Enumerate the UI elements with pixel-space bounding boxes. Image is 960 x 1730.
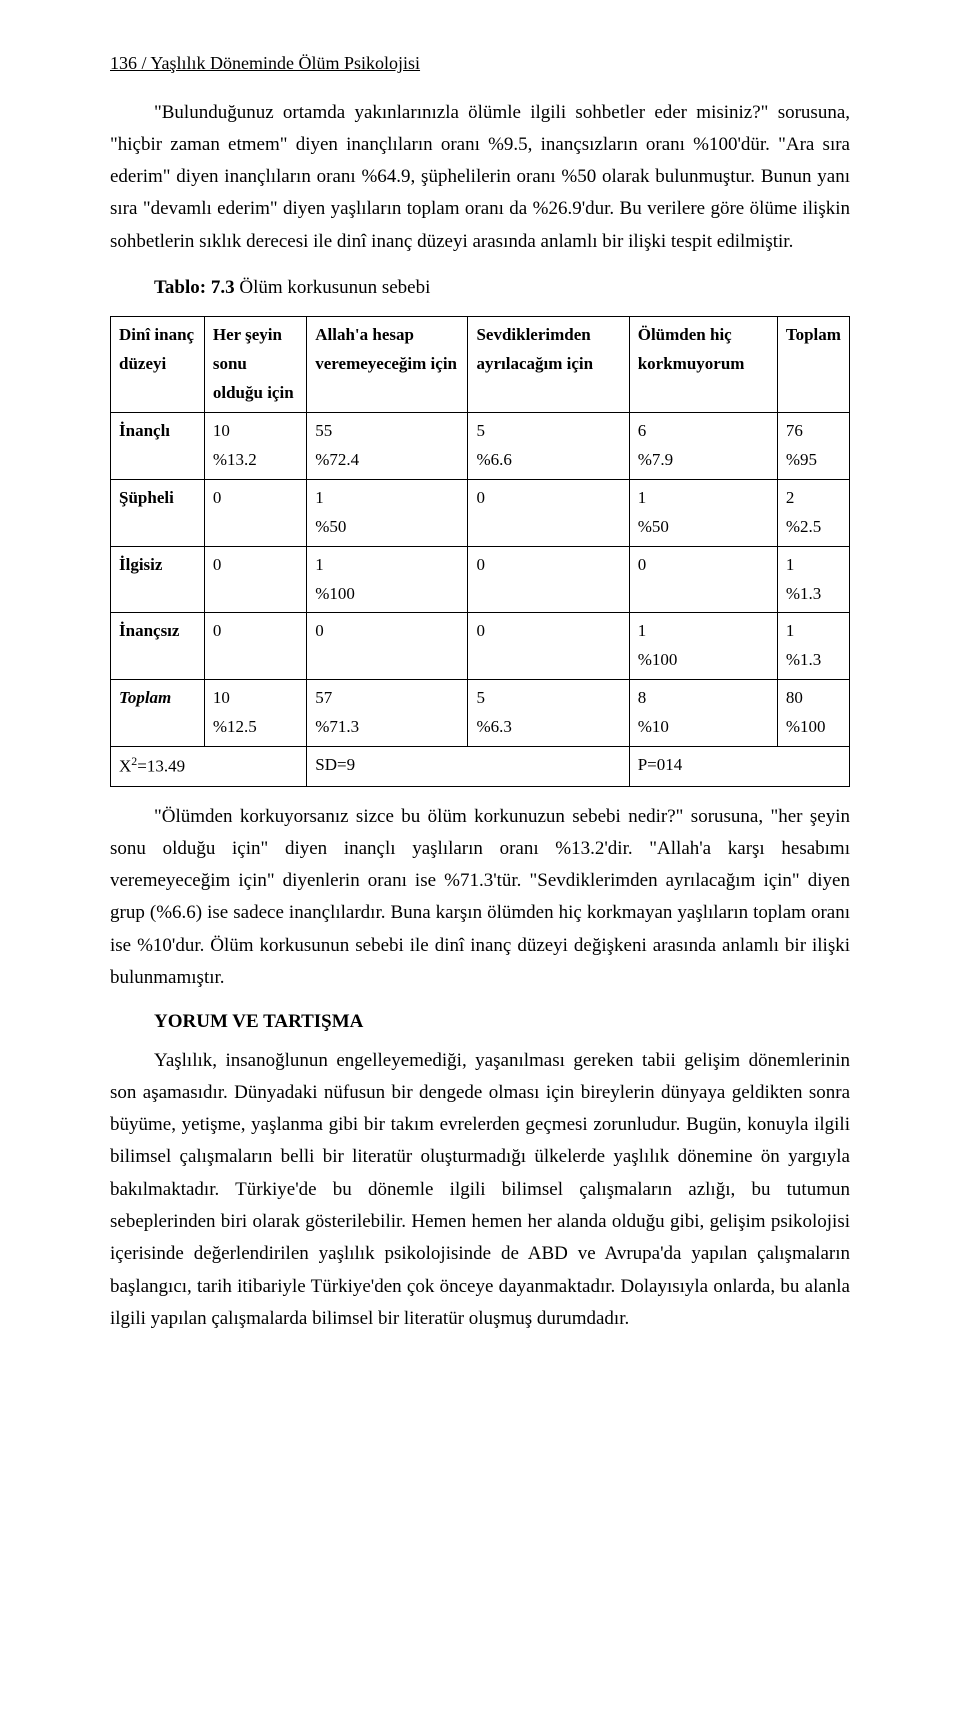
- table-footer-row: X2=13.49 SD=9 P=014: [111, 746, 850, 786]
- col-3: Sevdiklerimden ayrılacağım için: [468, 317, 629, 413]
- cell: 5%6.3: [468, 680, 629, 747]
- table-row: Şüpheli 0 1%50 0 1%50 2%2.5: [111, 479, 850, 546]
- cell: 1%50: [629, 479, 777, 546]
- cell: 80%100: [777, 680, 849, 747]
- cell: İnançlı: [111, 413, 205, 480]
- x-label: X: [119, 757, 131, 776]
- cell: 10%13.2: [204, 413, 306, 480]
- cell: 10%12.5: [204, 680, 306, 747]
- table-7-3: Dinî inanç düzeyi Her şeyin sonu olduğu …: [110, 316, 850, 786]
- cell: 55%72.4: [307, 413, 468, 480]
- x-value: =13.49: [137, 757, 185, 776]
- cell: 0: [204, 546, 306, 613]
- cell: 0: [468, 479, 629, 546]
- cell: 8%10: [629, 680, 777, 747]
- col-1: Her şeyin sonu olduğu için: [204, 317, 306, 413]
- footer-sd: SD=9: [307, 746, 629, 786]
- table-row: İlgisiz 0 1%100 0 0 1%1.3: [111, 546, 850, 613]
- cell: 0: [468, 613, 629, 680]
- table-row: İnançsız 0 0 0 1%100 1%1.3: [111, 613, 850, 680]
- cell: İnançsız: [111, 613, 205, 680]
- cell: 1%1.3: [777, 613, 849, 680]
- cell: Şüpheli: [111, 479, 205, 546]
- page-header: 136 / Yaşlılık Döneminde Ölüm Psikolojis…: [110, 48, 850, 79]
- cell: İlgisiz: [111, 546, 205, 613]
- cell: 76%95: [777, 413, 849, 480]
- table-title-text: Ölüm korkusunun sebebi: [235, 277, 431, 298]
- cell: 0: [307, 613, 468, 680]
- section-heading: YORUM VE TARTIŞMA: [110, 1006, 850, 1038]
- col-0: Dinî inanç düzeyi: [111, 317, 205, 413]
- cell: 5%6.6: [468, 413, 629, 480]
- table-row: İnançlı 10%13.2 55%72.4 5%6.6 6%7.9 76%9…: [111, 413, 850, 480]
- footer-chi2: X2=13.49: [111, 746, 307, 786]
- paragraph-3: Yaşlılık, insanoğlunun engelleyemediği, …: [110, 1045, 850, 1336]
- cell: 1%100: [307, 546, 468, 613]
- cell: 0: [629, 546, 777, 613]
- table-row-total: Toplam 10%12.5 57%71.3 5%6.3 8%10 80%100: [111, 680, 850, 747]
- page: 136 / Yaşlılık Döneminde Ölüm Psikolojis…: [0, 0, 960, 1730]
- cell: 57%71.3: [307, 680, 468, 747]
- table-title-number: Tablo: 7.3: [154, 277, 235, 298]
- table-header-row: Dinî inanç düzeyi Her şeyin sonu olduğu …: [111, 317, 850, 413]
- cell: 0: [468, 546, 629, 613]
- cell: Toplam: [111, 680, 205, 747]
- col-5: Toplam: [777, 317, 849, 413]
- cell: 1%1.3: [777, 546, 849, 613]
- footer-p: P=014: [629, 746, 849, 786]
- cell: 1%100: [629, 613, 777, 680]
- col-4: Ölümden hiç korkmuyorum: [629, 317, 777, 413]
- cell: 1%50: [307, 479, 468, 546]
- cell: 0: [204, 479, 306, 546]
- table-title: Tablo: 7.3 Ölüm korkusunun sebebi: [110, 272, 850, 304]
- paragraph-2: "Ölümden korkuyorsanız sizce bu ölüm kor…: [110, 801, 850, 995]
- cell: 2%2.5: [777, 479, 849, 546]
- cell: 6%7.9: [629, 413, 777, 480]
- col-2: Allah'a hesap veremeyeceğim için: [307, 317, 468, 413]
- cell: 0: [204, 613, 306, 680]
- table-body: İnançlı 10%13.2 55%72.4 5%6.6 6%7.9 76%9…: [111, 413, 850, 786]
- paragraph-1: "Bulunduğunuz ortamda yakınlarınızla ölü…: [110, 97, 850, 258]
